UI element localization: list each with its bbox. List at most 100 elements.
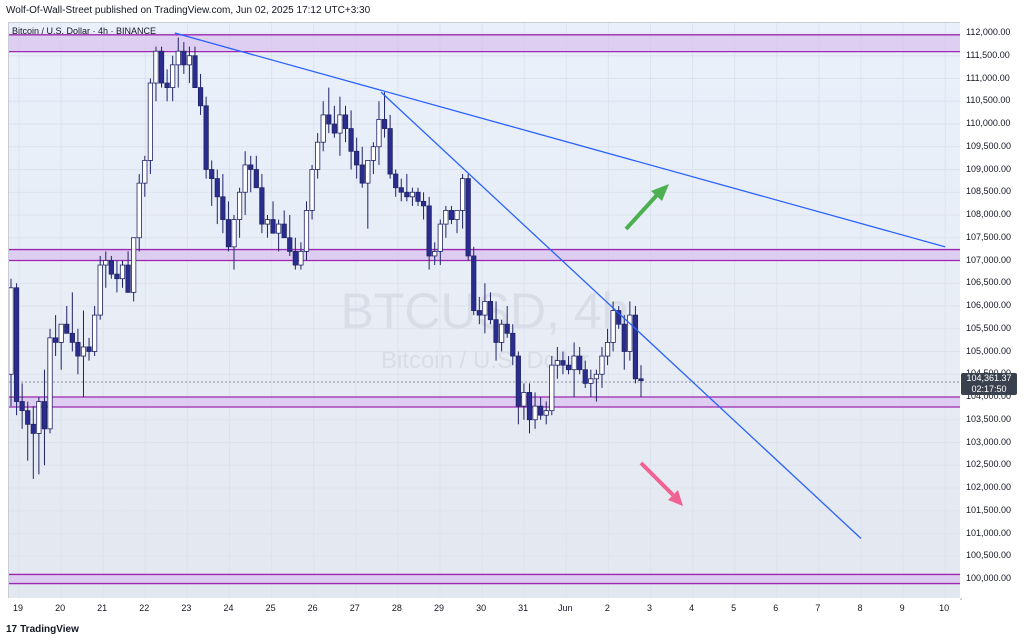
candle [398, 178, 404, 202]
candle [197, 73, 204, 115]
candle-body [114, 273, 120, 280]
candle [409, 187, 416, 206]
candle [638, 365, 644, 397]
price-tick: 105,000.00 [966, 345, 1012, 356]
price-tick: 109,000.00 [966, 163, 1012, 174]
price-axis[interactable]: 112,000.00 111,500.00 111,000.00 110,500.00… [960, 22, 1024, 598]
candle [354, 137, 360, 179]
candle-body [320, 114, 326, 143]
time-tick: 10 [939, 603, 950, 613]
candle-body [9, 287, 14, 375]
time-tick: 22 [139, 603, 150, 613]
candle-body [97, 264, 103, 316]
candle [231, 215, 237, 270]
candle-body [342, 114, 349, 129]
candle [164, 69, 170, 102]
price-tick: 100,500.00 [966, 550, 1012, 561]
time-axis[interactable]: 19 20 21 22 23 24 25 26 27 28 29 30 31 Jun 2 3 4 5 6 7 8 9 10 [8, 598, 960, 618]
price-tick: 108,000.00 [966, 209, 1012, 219]
candle-body [482, 301, 488, 316]
candle [560, 351, 566, 375]
candle [510, 324, 516, 366]
candle [610, 301, 616, 352]
candle [342, 105, 349, 143]
time-tick: 2 [604, 603, 610, 613]
candlestick-chart[interactable]: BTCUSD, 4h Bitcoin / U.S. Dollar [9, 23, 961, 599]
candle [203, 96, 209, 179]
candle [604, 328, 611, 366]
support-resistance-zones [9, 34, 961, 585]
time-tick: 21 [97, 603, 108, 613]
symbol-legend[interactable]: Bitcoin / U.S. Dollar · 4h · BINANCE [12, 26, 157, 36]
candle-body [632, 314, 639, 380]
candle [320, 101, 326, 152]
current-price-badge: 104,361.37 02:17:50 [961, 373, 1017, 395]
candle [47, 328, 53, 434]
price-tick: 103,000.00 [966, 436, 1012, 447]
price-tick: 112,000.00 [966, 27, 1011, 37]
candle [142, 155, 148, 197]
candle [80, 310, 87, 397]
candle-body [348, 128, 354, 152]
candle-body [36, 401, 42, 434]
candle [365, 159, 371, 229]
candle [348, 110, 354, 170]
candle [376, 101, 382, 165]
time-tick: 26 [307, 603, 318, 613]
candle [175, 37, 181, 88]
candle-body [75, 341, 81, 357]
candle [170, 55, 176, 102]
candle [599, 346, 605, 388]
candle-body [354, 150, 360, 166]
candle [153, 46, 159, 102]
candle [331, 105, 337, 138]
time-tick: 6 [773, 603, 779, 613]
candle-body [53, 337, 59, 343]
price-tick: 101,500.00 [966, 504, 1012, 515]
candle-body [381, 119, 388, 129]
candle [114, 260, 120, 293]
candle-body [298, 250, 304, 266]
candle-body [404, 191, 410, 198]
candle-body [549, 364, 555, 412]
candle [19, 383, 25, 429]
candle [125, 251, 131, 293]
time-tick: 3 [646, 603, 653, 613]
candle [471, 246, 477, 316]
tradingview-brand[interactable]: 17 TradingView [6, 624, 79, 635]
candle [577, 346, 583, 375]
candle-body [521, 392, 527, 407]
candle-body [181, 50, 187, 66]
candle-body [459, 178, 466, 211]
trendline [174, 32, 946, 248]
candle-body [621, 323, 627, 352]
chart-area[interactable]: BTCUSD, 4h Bitcoin / U.S. Dollar [8, 22, 962, 600]
candle [276, 219, 282, 252]
price-tick: 109,500.00 [966, 140, 1012, 151]
time-tick: 30 [476, 603, 487, 613]
time-tick: 9 [899, 603, 905, 613]
time-tick: 5 [731, 603, 737, 613]
time-tick: 4 [689, 603, 695, 613]
candle [64, 306, 70, 334]
candle [242, 151, 248, 215]
publish-header: Wolf-Of-Wall-Street published on Trading… [6, 5, 371, 16]
candle-body [582, 369, 588, 384]
candle [92, 306, 98, 357]
candle-body [465, 178, 471, 257]
candle-body [510, 332, 516, 357]
candle [426, 196, 432, 270]
candle-body [192, 55, 198, 89]
candle-body [248, 164, 254, 170]
price-tick: 110,500.00 [966, 95, 1011, 106]
candle [487, 292, 494, 325]
candle [420, 192, 427, 220]
candle-body [64, 323, 70, 334]
candle [526, 383, 533, 434]
candle-body [432, 250, 438, 257]
candle [181, 42, 187, 74]
price-tick: 100,000.00 [966, 573, 1012, 583]
candles [9, 37, 644, 479]
candle-body [560, 360, 566, 366]
candle [593, 369, 599, 402]
